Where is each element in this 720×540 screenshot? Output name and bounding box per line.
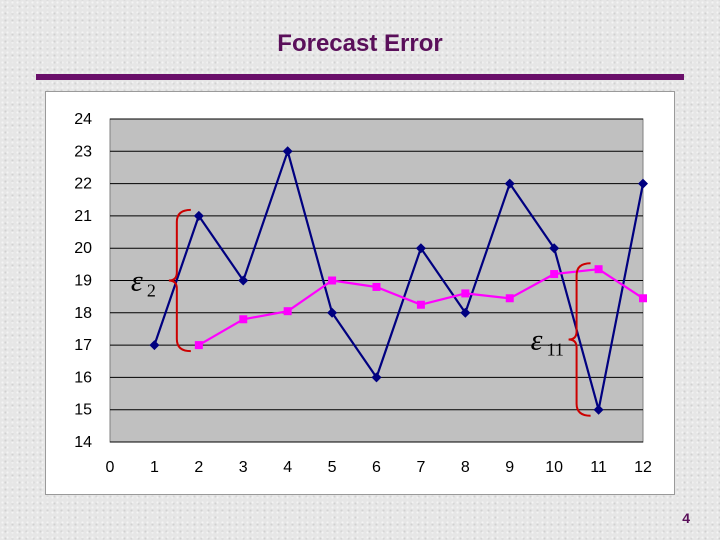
x-tick-label-5: 5	[328, 459, 337, 476]
series-1-point-x3	[238, 275, 249, 286]
series-2-point-x11	[594, 265, 603, 274]
y-tick-label-14: 14	[74, 434, 92, 451]
series-1-point-x4	[282, 146, 293, 157]
y-tick-label-19: 19	[74, 273, 92, 290]
y-tick-label-17: 17	[74, 337, 92, 354]
x-tick-label-10: 10	[545, 459, 563, 476]
series-1-point-x1	[149, 340, 160, 351]
series-2-point-x9	[505, 294, 514, 303]
y-tick-label-15: 15	[74, 402, 92, 419]
y-tick-label-20: 20	[74, 240, 92, 257]
series-2-point-x4	[283, 307, 292, 316]
series-1-point-x12	[638, 178, 648, 189]
series-1-point-x10	[549, 243, 560, 254]
series-2-point-x6	[372, 282, 381, 291]
x-tick-label-8: 8	[461, 459, 470, 476]
y-tick-label-23: 23	[74, 143, 92, 160]
series-1-line	[153, 150, 645, 411]
error-label-2: ε	[531, 323, 543, 356]
series-1-point-x5	[327, 307, 338, 318]
x-tick-label-9: 9	[505, 459, 514, 476]
series-1-point-x11	[593, 404, 604, 415]
x-tick-label-0: 0	[106, 459, 115, 476]
series-2-point-x2	[194, 341, 203, 350]
page-number: 4	[682, 510, 690, 526]
series-2-point-x12	[639, 294, 647, 303]
y-tick-label-24: 24	[74, 111, 92, 128]
series-2-point-x7	[416, 300, 425, 309]
series-2-point-x5	[328, 276, 337, 285]
series-1-point-x2	[193, 210, 204, 221]
x-tick-label-7: 7	[416, 459, 425, 476]
x-tick-label-1: 1	[150, 459, 159, 476]
x-tick-label-6: 6	[372, 459, 381, 476]
x-tick-label-12: 12	[634, 459, 652, 476]
error-label-sub-2: 11	[547, 339, 564, 359]
x-tick-label-4: 4	[283, 459, 292, 476]
y-tick-label-16: 16	[74, 369, 92, 386]
y-tick-label-21: 21	[74, 208, 92, 225]
error-label-1: ε	[131, 265, 143, 298]
series-2-point-x3	[239, 315, 248, 324]
series-2-point-x10	[550, 270, 559, 279]
error-label-sub-1: 2	[147, 281, 156, 301]
series-1-point-x9	[504, 178, 515, 189]
x-tick-label-3: 3	[239, 459, 248, 476]
series-1-point-x6	[371, 372, 382, 383]
series-2-point-x8	[461, 289, 470, 298]
series-1-point-x8	[460, 307, 471, 318]
chart-frame: 14 15 16 17 18 19 20 21 22 23 24 0 1 2 3 4 5 6 7 8 9 10 11 12 ε…	[45, 91, 675, 495]
y-tick-label-18: 18	[74, 305, 92, 322]
slide-title: Forecast Error	[277, 30, 443, 57]
x-tick-label-11: 11	[590, 459, 607, 476]
series-1-point-x7	[415, 243, 426, 254]
y-tick-label-22: 22	[74, 176, 92, 193]
x-tick-label-2: 2	[194, 459, 203, 476]
title-divider	[36, 74, 684, 80]
